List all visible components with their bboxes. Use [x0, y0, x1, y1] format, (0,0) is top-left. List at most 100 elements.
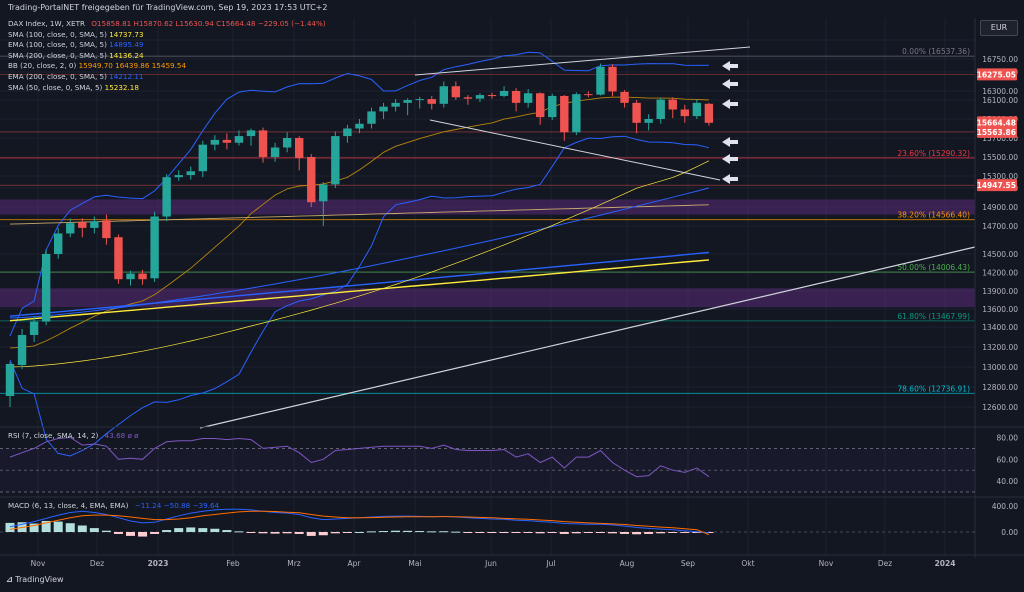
candle-body[interactable] — [403, 100, 412, 103]
candle-body[interactable] — [523, 93, 533, 103]
candle-body[interactable] — [632, 102, 641, 123]
macd-histogram-bar — [138, 532, 148, 537]
candle-body[interactable] — [572, 94, 581, 133]
time-tick-label: Nov — [31, 559, 46, 568]
trendlines[interactable] — [199, 46, 976, 429]
macd-histogram-bar — [680, 532, 690, 533]
macd-histogram-bar — [210, 528, 220, 532]
legend-row-ema200[interactable]: EMA (200, close, 0, SMA, 5) 14212.11 — [8, 72, 326, 83]
candle-body[interactable] — [463, 97, 473, 99]
candle-body[interactable] — [29, 321, 39, 335]
candle-body[interactable] — [150, 216, 159, 279]
symbol-row[interactable]: DAX Index, 1W, XETR O15858.81 H15870.62 … — [8, 19, 326, 30]
signal-line[interactable] — [9, 510, 710, 536]
time-tick-label: Feb — [226, 559, 240, 568]
candle-body[interactable] — [656, 99, 665, 119]
candle-body[interactable] — [78, 222, 87, 228]
candle-body[interactable] — [234, 136, 244, 143]
currency-button[interactable]: EUR — [980, 20, 1018, 36]
candle-body[interactable] — [331, 136, 340, 185]
candle-body[interactable] — [439, 86, 448, 104]
candle-body[interactable] — [17, 335, 27, 365]
candle-body[interactable] — [548, 95, 557, 118]
candle-body[interactable] — [186, 171, 195, 176]
time-tick-label: 2024 — [935, 559, 956, 568]
candle-body[interactable] — [487, 95, 497, 97]
legend-row-bb[interactable]: BB (20, close, 2, 0) 15949.70 16439.86 1… — [8, 61, 326, 72]
candles[interactable] — [5, 63, 714, 407]
price-label-box[interactable] — [977, 179, 1017, 192]
legend-label: BB (20, close, 2, 0) — [8, 61, 77, 71]
legend-row-sma50[interactable]: SMA (50, close, 0, SMA, 5) 15232.18 — [8, 83, 326, 94]
candle-body[interactable] — [138, 273, 147, 280]
candle-body[interactable] — [307, 157, 316, 203]
price-label-box[interactable] — [977, 125, 1017, 138]
candle-body[interactable] — [295, 138, 304, 158]
legend-label: SMA (100, close, 0, SMA, 5) — [8, 29, 107, 39]
candle-body[interactable] — [499, 91, 509, 96]
price-tick-label: 16300.00 — [982, 87, 1018, 96]
candle-body[interactable] — [174, 175, 183, 178]
candle-body[interactable] — [282, 138, 292, 148]
rsi-legend[interactable]: RSI (7, close, SMA, 14, 2) 43.68 ø ø — [8, 431, 139, 440]
candle-body[interactable] — [427, 99, 436, 104]
macd-histogram-bar — [53, 521, 63, 532]
candle-body[interactable] — [355, 123, 364, 129]
candle-body[interactable] — [620, 91, 629, 103]
macd-histogram-bar — [547, 532, 557, 533]
candle-body[interactable] — [692, 102, 702, 117]
upper-channel-line[interactable] — [414, 46, 751, 76]
candle-body[interactable] — [451, 86, 461, 98]
candle-body[interactable] — [560, 95, 569, 133]
candle-body[interactable] — [258, 130, 268, 157]
candle-body[interactable] — [584, 94, 593, 96]
candle-body[interactable] — [608, 66, 617, 92]
candle-body[interactable] — [114, 237, 123, 280]
candle-body[interactable] — [90, 221, 99, 228]
candle-body[interactable] — [704, 103, 714, 123]
candle-body[interactable] — [596, 66, 605, 95]
candle-body[interactable] — [536, 93, 545, 118]
candle-body[interactable] — [41, 254, 51, 322]
candle-body[interactable] — [126, 273, 135, 280]
candle-body[interactable] — [162, 177, 171, 217]
candle-body[interactable] — [680, 109, 689, 117]
price-label-box[interactable] — [977, 68, 1017, 81]
candle-body[interactable] — [343, 128, 352, 137]
candle-body[interactable] — [391, 102, 400, 107]
candle-body[interactable] — [210, 139, 220, 145]
macd-tick-label: 0.00 — [1001, 528, 1018, 537]
legend-row-sma200[interactable]: SMA (200, close, 0, SMA, 5) 14136.24 — [8, 51, 326, 62]
candle-body[interactable] — [379, 106, 388, 112]
candle-body[interactable] — [367, 111, 376, 124]
candle-body[interactable] — [102, 220, 111, 239]
rsi-pane[interactable]: 40.00 60.00 80.00 — [0, 433, 1018, 493]
candle-body[interactable] — [246, 130, 256, 137]
macd-legend[interactable]: MACD (6, 13, close, 4, EMA, EMA) −11.24 … — [8, 501, 219, 510]
candle-body[interactable] — [511, 91, 521, 103]
candle-body[interactable] — [222, 139, 232, 143]
time-axis[interactable]: Nov Dez 2023 Feb Mrz Apr Mai Jun Jul Aug Sep Okt Nov… — [0, 554, 1024, 568]
candle-body[interactable] — [415, 99, 424, 101]
candle-body[interactable] — [475, 95, 485, 99]
legend-row-sma100[interactable]: SMA (100, close, 0, SMA, 5) 14737.73 — [8, 30, 326, 41]
price-tick-label: 16100.00 — [982, 96, 1018, 105]
legend-row-ema100[interactable]: EMA (100, close, 0, SMA, 5) 14895.49 — [8, 40, 326, 51]
rsi-line[interactable] — [9, 436, 710, 478]
lower-channel-line[interactable] — [429, 119, 721, 181]
candle-body[interactable] — [270, 147, 280, 158]
macd-pane[interactable]: 0.00 400.00 — [0, 502, 1018, 537]
candle-body[interactable] — [668, 99, 677, 110]
macd-histogram-bar — [499, 532, 509, 533]
candle-body[interactable] — [5, 364, 15, 396]
candle-body[interactable] — [66, 223, 75, 234]
price-label-box[interactable] — [977, 116, 1017, 129]
long-term-trendline[interactable] — [199, 246, 976, 429]
candle-body[interactable] — [198, 144, 207, 172]
price-axis[interactable]: 12600.00 12800.00 13000.00 13200.00 13400.00… — [0, 18, 1024, 558]
candle-body[interactable] — [644, 119, 653, 123]
candle-body[interactable] — [319, 184, 328, 202]
candle-body[interactable] — [54, 233, 63, 254]
tradingview-logo[interactable]: ⊿ TradingView — [6, 575, 64, 584]
